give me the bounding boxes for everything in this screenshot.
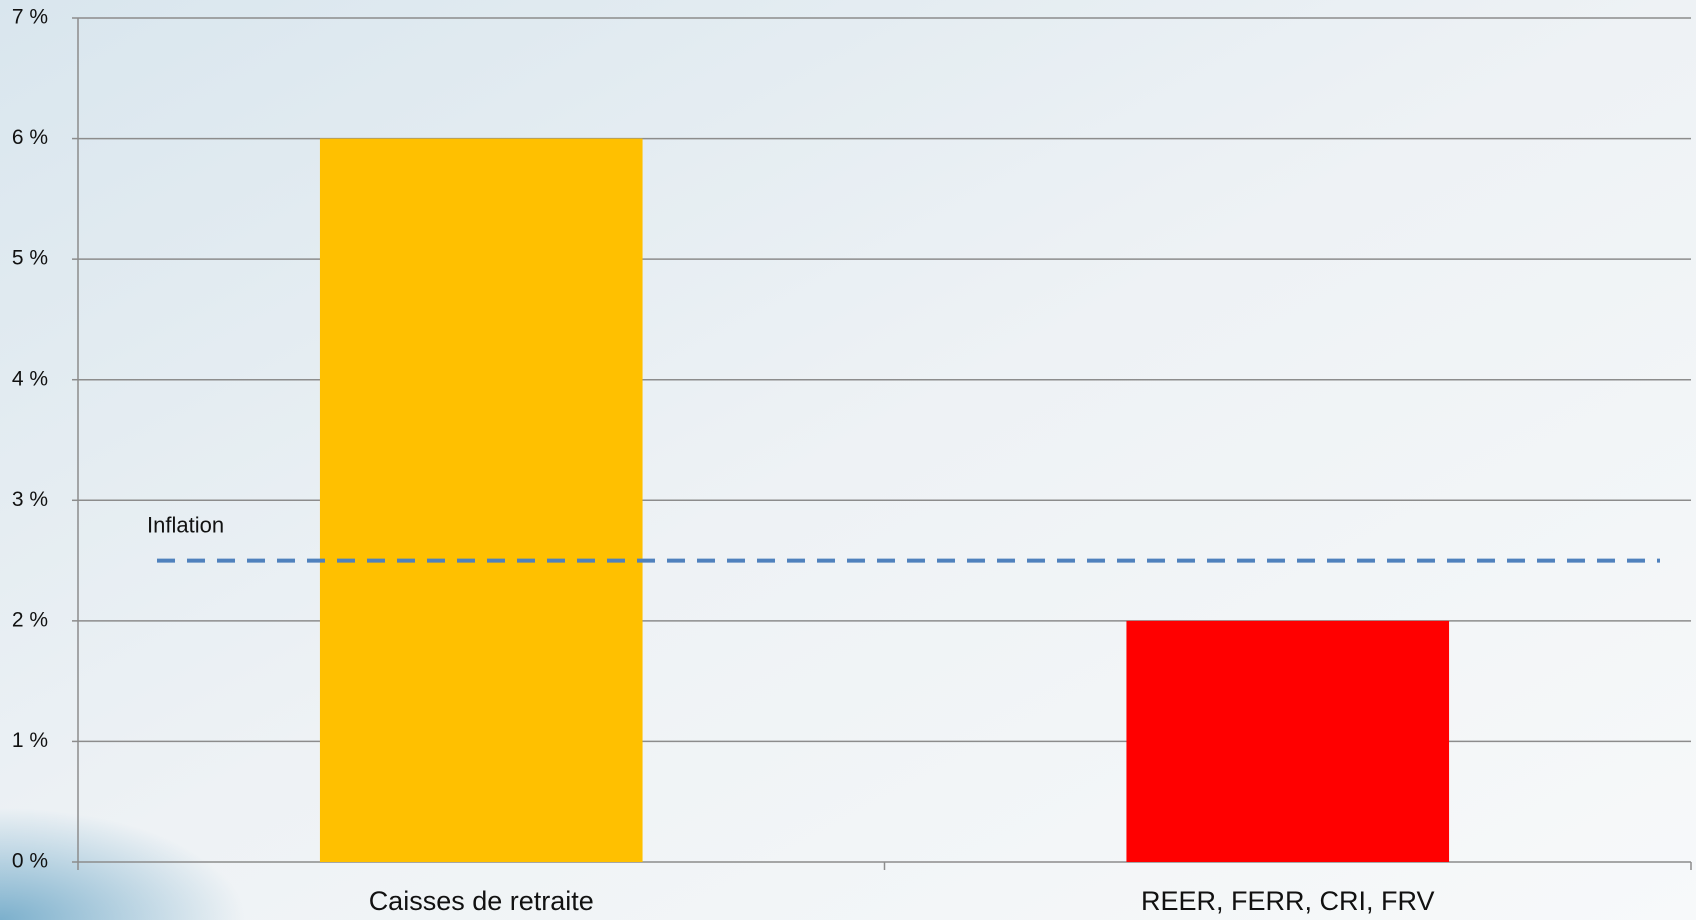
y-tick-label: 1 %: [12, 729, 48, 752]
y-tick-label: 7 %: [12, 6, 48, 29]
bar: [1126, 620, 1450, 862]
bar: [319, 138, 643, 863]
x-tick-label: REER, FERR, CRI, FRV: [1141, 886, 1435, 916]
y-tick-label: 5 %: [12, 247, 48, 270]
y-tick-label: 0 %: [12, 850, 48, 873]
y-tick-label: 3 %: [12, 488, 48, 511]
y-tick-label: 2 %: [12, 608, 48, 631]
y-tick-label: 6 %: [12, 126, 48, 149]
y-tick-label: 4 %: [12, 367, 48, 390]
annotation-label: Inflation: [147, 512, 224, 537]
x-tick-label: Caisses de retraite: [369, 886, 594, 916]
